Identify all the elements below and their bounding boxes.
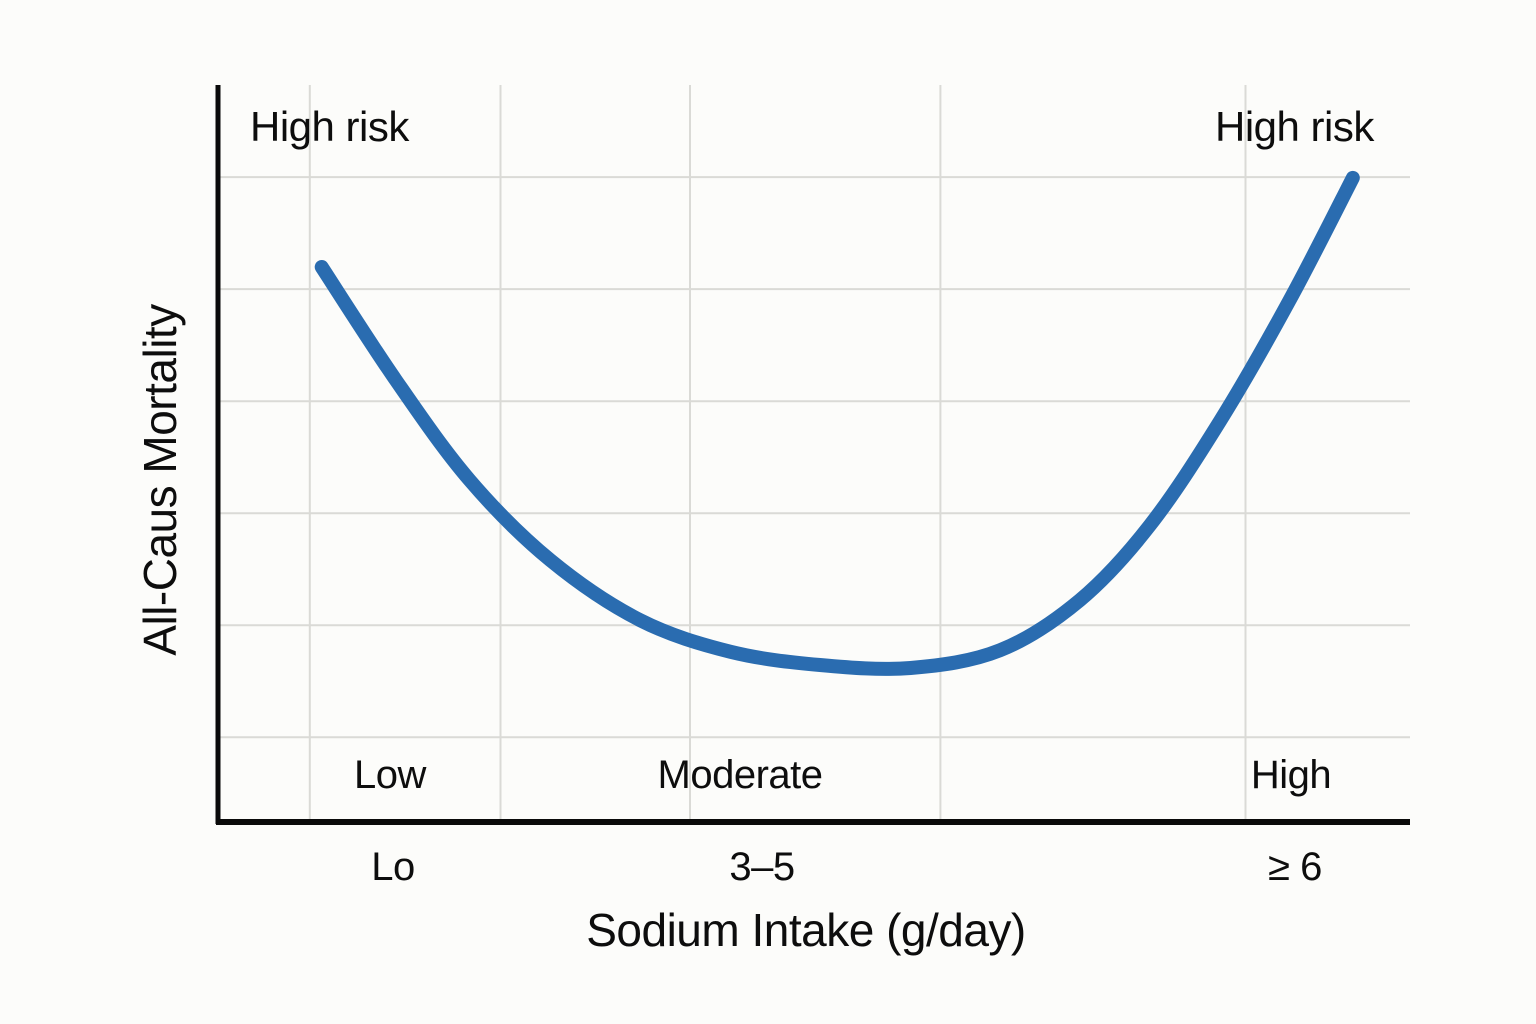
zone-label-moderate: Moderate [657,753,823,797]
x-tick-lo: Lo [371,845,415,889]
annotation-high-risk-right: High risk [1215,103,1374,150]
annotation-high-risk-left: High risk [250,103,409,150]
zone-label-low: Low [354,753,426,797]
mortality-curve [314,170,1360,676]
y-axis-label: All-Caus Mortality [134,304,186,656]
x-tick-ge-6: ≥ 6 [1268,845,1322,889]
x-axis-label: Sodium Intake (g/day) [586,904,1026,956]
x-tick-3-5: 3–5 [729,845,795,889]
zone-label-high: High [1250,753,1332,797]
